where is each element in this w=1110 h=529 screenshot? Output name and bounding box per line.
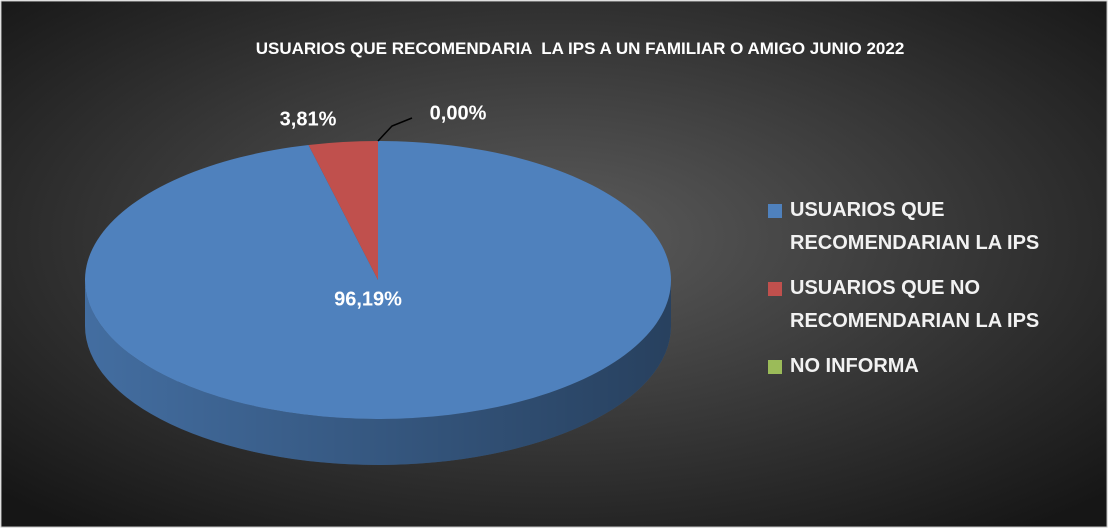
pie: 96,19% 3,81% 0,00% [84,102,672,465]
data-label: 96,19% [334,288,402,310]
legend-label: USUARIOS QUE RECOMENDARIAN LA IPS [790,199,1040,254]
slice [84,141,672,420]
slice [308,141,378,280]
legend-swatch [768,204,782,218]
data-label: 0,00% [430,102,487,124]
leader-line [377,117,413,142]
legend-swatch [768,360,782,374]
legend-swatch [768,282,782,296]
chart-title: USUARIOS QUE RECOMENDARIA LA IPS A UN FA… [255,39,905,58]
legend-label: USUARIOS QUE NO RECOMENDARIAN LA IPS [790,277,1040,332]
slice-side-shade [85,280,671,465]
legend-label: NO INFORMA [790,355,919,377]
data-label: 3,81% [280,108,337,130]
